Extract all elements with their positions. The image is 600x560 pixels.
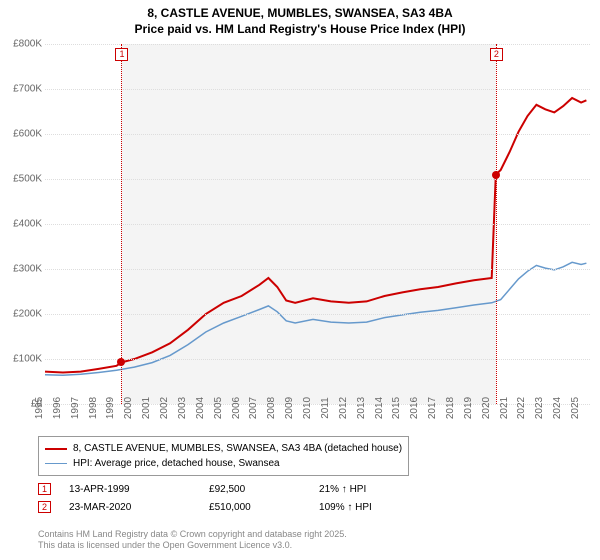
legend-label: HPI: Average price, detached house, Swan…: [73, 456, 280, 471]
y-gridline: [45, 134, 590, 135]
y-axis-label: £100K: [13, 354, 45, 365]
legend-label: 8, CASTLE AVENUE, MUMBLES, SWANSEA, SA3 …: [73, 441, 402, 456]
title-line-2: Price paid vs. HM Land Registry's House …: [0, 22, 600, 38]
x-axis-label: 2006: [230, 397, 241, 419]
y-gridline: [45, 179, 590, 180]
x-axis-label: 2022: [516, 397, 527, 419]
y-gridline: [45, 44, 590, 45]
y-gridline: [45, 269, 590, 270]
chart-legend: 8, CASTLE AVENUE, MUMBLES, SWANSEA, SA3 …: [38, 436, 409, 476]
x-axis-label: 2005: [213, 397, 224, 419]
y-axis-label: £700K: [13, 84, 45, 95]
x-axis-label: 2023: [534, 397, 545, 419]
y-gridline: [45, 89, 590, 90]
x-axis-label: 2007: [248, 397, 259, 419]
marker-label: 1: [115, 48, 128, 61]
x-axis-label: 2008: [266, 397, 277, 419]
x-axis-label: 2017: [427, 397, 438, 419]
x-axis-label: 2019: [463, 397, 474, 419]
y-axis-label: £200K: [13, 309, 45, 320]
x-axis-label: 2025: [570, 397, 581, 419]
y-gridline: [45, 224, 590, 225]
sales-table: 1 13-APR-1999£92,50021% ↑ HPI 2 23-MAR-2020…: [38, 480, 372, 516]
x-axis-label: 2004: [195, 397, 206, 419]
marker-label: 2: [490, 48, 503, 61]
marker-dot: [117, 358, 125, 366]
attribution-line-2: This data is licensed under the Open Gov…: [38, 540, 347, 552]
sale-price: £510,000: [209, 502, 319, 513]
sale-date: 23-MAR-2020: [69, 502, 209, 513]
legend-swatch: [45, 463, 67, 464]
x-axis-label: 2013: [356, 397, 367, 419]
y-axis-label: £500K: [13, 174, 45, 185]
y-gridline: [45, 359, 590, 360]
x-axis-label: 2020: [481, 397, 492, 419]
x-axis-label: 2018: [445, 397, 456, 419]
x-axis-label: 2010: [302, 397, 313, 419]
x-axis-label: 2009: [284, 397, 295, 419]
legend-item: HPI: Average price, detached house, Swan…: [45, 456, 402, 471]
y-axis-label: £300K: [13, 264, 45, 275]
marker-dot: [492, 171, 500, 179]
price-chart: £0£100K£200K£300K£400K£500K£600K£700K£80…: [45, 44, 590, 404]
y-axis-label: £800K: [13, 39, 45, 50]
sale-row: 1 13-APR-1999£92,50021% ↑ HPI: [38, 480, 372, 498]
x-axis-label: 2012: [338, 397, 349, 419]
title-line-1: 8, CASTLE AVENUE, MUMBLES, SWANSEA, SA3 …: [0, 6, 600, 22]
marker-line: [496, 44, 497, 404]
x-axis-label: 1998: [87, 397, 98, 419]
sale-delta: 21% ↑ HPI: [319, 484, 366, 495]
chart-title: 8, CASTLE AVENUE, MUMBLES, SWANSEA, SA3 …: [0, 0, 600, 37]
sale-date: 13-APR-1999: [69, 484, 209, 495]
x-axis-label: 2003: [177, 397, 188, 419]
x-axis-label: 1999: [105, 397, 116, 419]
sale-marker: 2: [38, 501, 51, 514]
x-axis-label: 2014: [373, 397, 384, 419]
series-line: [45, 98, 586, 373]
x-axis-label: 1996: [52, 397, 63, 419]
x-axis-label: 2015: [391, 397, 402, 419]
sale-price: £92,500: [209, 484, 319, 495]
sale-row: 2 23-MAR-2020£510,000109% ↑ HPI: [38, 498, 372, 516]
attribution-line-1: Contains HM Land Registry data © Crown c…: [38, 529, 347, 541]
x-axis-label: 2001: [141, 397, 152, 419]
x-axis-label: 1995: [34, 397, 45, 419]
sale-delta: 109% ↑ HPI: [319, 502, 372, 513]
marker-line: [121, 44, 122, 404]
y-axis-label: £400K: [13, 219, 45, 230]
sale-marker: 1: [38, 483, 51, 496]
x-axis-label: 2016: [409, 397, 420, 419]
x-axis-label: 2002: [159, 397, 170, 419]
legend-item: 8, CASTLE AVENUE, MUMBLES, SWANSEA, SA3 …: [45, 441, 402, 456]
y-gridline: [45, 314, 590, 315]
x-axis-label: 2024: [552, 397, 563, 419]
x-axis-label: 2000: [123, 397, 134, 419]
x-axis-label: 1997: [70, 397, 81, 419]
x-axis-label: 2011: [320, 397, 331, 419]
x-axis-label: 2021: [498, 397, 509, 419]
attribution-text: Contains HM Land Registry data © Crown c…: [38, 529, 347, 552]
y-axis-label: £600K: [13, 129, 45, 140]
legend-swatch: [45, 448, 67, 450]
